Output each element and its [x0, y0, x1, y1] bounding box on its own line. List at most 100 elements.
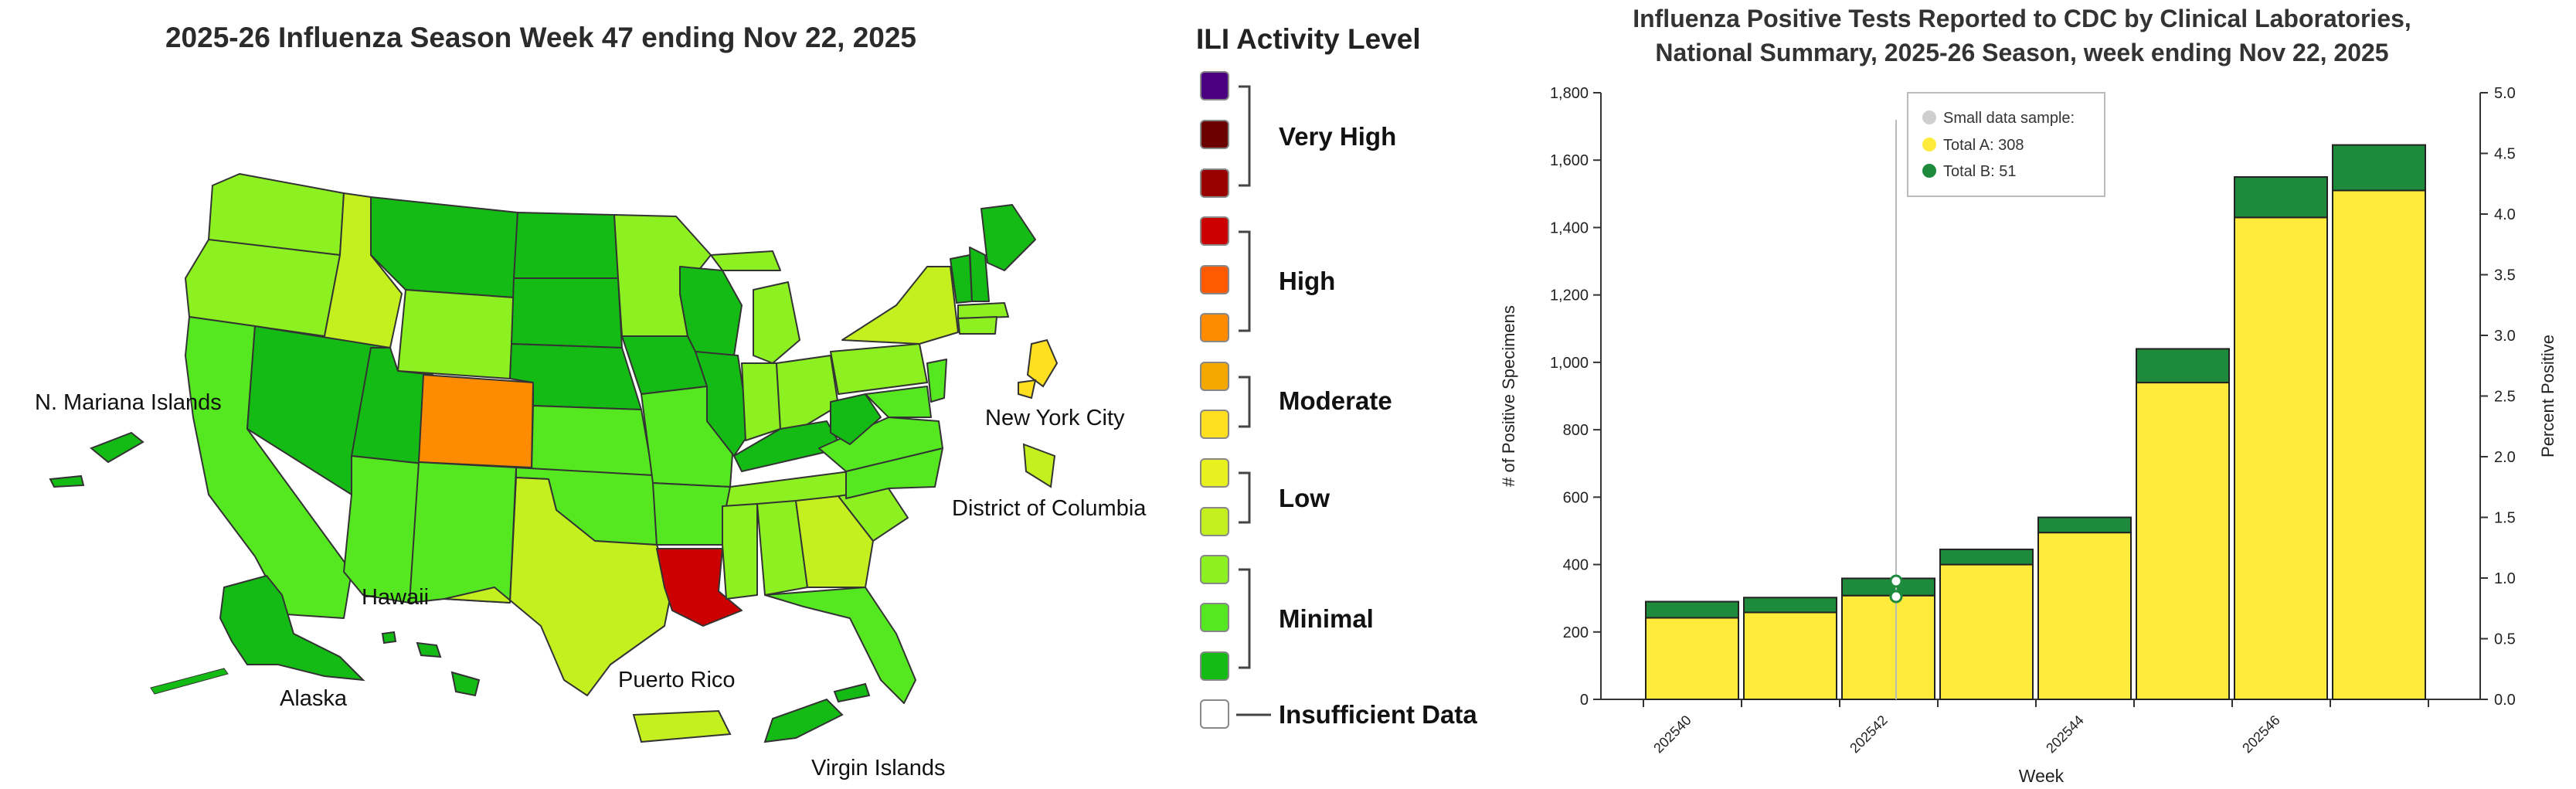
- bar-total-b: [2234, 176, 2328, 219]
- state-ms[interactable]: [722, 503, 758, 600]
- state-mi-up[interactable]: [710, 250, 781, 271]
- state-co[interactable]: [418, 374, 534, 468]
- y2-tick-label: 3.5: [2494, 267, 2516, 284]
- y2-tick-label: 4.0: [2494, 206, 2516, 223]
- state-nh[interactable]: [969, 247, 990, 302]
- state-la[interactable]: [656, 548, 743, 627]
- y-axis-label: # of Positive Specimens: [1499, 305, 1518, 487]
- legend-swatch-13: [1200, 699, 1229, 729]
- state-ma[interactable]: [957, 302, 1009, 319]
- legend-swatch-7: [1200, 410, 1229, 439]
- x-tick-label: 202542: [1847, 712, 1891, 757]
- state-oh[interactable]: [776, 355, 839, 430]
- region-hawaii-3[interactable]: [450, 671, 481, 697]
- y2-tick-label: 2.0: [2494, 449, 2516, 466]
- y2-tick-label: 1.5: [2494, 510, 2516, 527]
- region-puerto-rico[interactable]: [632, 709, 732, 743]
- state-pa[interactable]: [830, 343, 928, 395]
- label-virgin-islands: Virgin Islands: [811, 756, 946, 780]
- label-dc: District of Columbia: [952, 496, 1147, 521]
- label-mariana: N. Mariana Islands: [35, 390, 222, 415]
- chart-title-line1: Influenza Positive Tests Reported to CDC…: [1633, 5, 2411, 32]
- bar-total-a: [2234, 216, 2328, 701]
- region-hawaii-2[interactable]: [416, 641, 442, 658]
- bar-total-b: [1645, 600, 1739, 619]
- region-alaska-chain[interactable]: [150, 668, 229, 695]
- tooltip-line2: Total A: 308: [1943, 137, 2024, 154]
- state-ks[interactable]: [531, 405, 654, 476]
- region-nyc-south[interactable]: [1018, 379, 1037, 400]
- state-nj[interactable]: [926, 359, 947, 403]
- legend-label-low: Low: [1279, 484, 1330, 512]
- region-virgin-islands-2[interactable]: [833, 682, 871, 703]
- state-nm[interactable]: [409, 461, 517, 604]
- positive-tests-chart: 0 200 400 600 800 1,000 1,200 1,400 1,600 1,800 0.…: [1499, 85, 2557, 786]
- y-tick-label: 1,400: [1550, 219, 1589, 236]
- bar-total-a: [2332, 189, 2426, 700]
- state-in[interactable]: [741, 362, 781, 441]
- state-mi[interactable]: [753, 281, 800, 364]
- state-nd[interactable]: [513, 212, 619, 279]
- region-virgin-islands[interactable]: [763, 698, 844, 743]
- region-nyc[interactable]: [1026, 338, 1059, 388]
- state-tx[interactable]: [443, 477, 673, 696]
- state-me[interactable]: [980, 204, 1036, 271]
- legend-title: ILI Activity Level: [1196, 23, 1421, 55]
- bar-total-a: [1939, 563, 2034, 700]
- state-md[interactable]: [865, 386, 932, 418]
- label-alaska: Alaska: [280, 686, 348, 711]
- state-va[interactable]: [818, 417, 943, 472]
- y2-tick-label: 2.5: [2494, 389, 2516, 406]
- state-wy[interactable]: [397, 289, 515, 379]
- bar-total-a: [1841, 594, 1935, 701]
- legend-label-insufficient-data: Insufficient Data: [1279, 700, 1477, 729]
- region-mariana[interactable]: [90, 431, 144, 464]
- region-hawaii[interactable]: [381, 631, 397, 644]
- legend-label-moderate: Moderate: [1279, 386, 1392, 415]
- region-dc[interactable]: [1022, 443, 1056, 488]
- state-ga[interactable]: [795, 495, 874, 588]
- y-tick-label: 1,200: [1550, 287, 1589, 304]
- legend-label-very-high: Very High: [1279, 122, 1397, 151]
- region-alaska[interactable]: [219, 574, 365, 682]
- y-tick-label: 200: [1563, 624, 1589, 641]
- bar-total-b: [1743, 597, 1837, 614]
- bar-total-a: [1645, 617, 1739, 701]
- legend-swatch-0: [1200, 71, 1229, 100]
- y2-tick-label: 5.0: [2494, 85, 2516, 102]
- flu-lab-chart-panel: Influenza Positive Tests Reported to CDC…: [1468, 0, 2576, 789]
- y-tick-label: 1,000: [1550, 355, 1589, 372]
- state-fl[interactable]: [764, 587, 916, 704]
- legend-swatch-11: [1200, 603, 1229, 632]
- state-ar[interactable]: [652, 482, 731, 546]
- bar-total-a: [1743, 611, 1837, 701]
- y-tick-label: 1,600: [1550, 152, 1589, 169]
- legend-swatch-1: [1200, 120, 1229, 149]
- label-hawaii: Hawaii: [362, 585, 430, 610]
- legend-brackets: [1236, 85, 1271, 716]
- y2-axis-label: Percent Positive: [2538, 335, 2557, 457]
- legend-swatch-3: [1200, 216, 1229, 246]
- y-tick-label: 0: [1580, 692, 1589, 709]
- state-ny[interactable]: [841, 266, 959, 345]
- tooltip-dot-sample: [1922, 111, 1936, 124]
- legend-swatch-6: [1200, 362, 1229, 391]
- state-ct-ri[interactable]: [957, 316, 997, 335]
- bar-total-b: [1841, 577, 1935, 597]
- bar-total-b: [2136, 348, 2230, 384]
- tooltip-dot-a: [1922, 138, 1936, 151]
- y-tick-label: 800: [1563, 422, 1589, 439]
- region-mariana-2[interactable]: [49, 474, 85, 488]
- y-tick-label: 1,800: [1550, 85, 1589, 102]
- x-axis-label: Week: [2019, 766, 2065, 786]
- hover-dot-b: [1889, 574, 1903, 588]
- legend-swatch-2: [1200, 168, 1229, 198]
- hover-dot-a: [1889, 590, 1903, 604]
- y2-tick-label: 0.0: [2494, 692, 2516, 709]
- legend-swatch-10: [1200, 555, 1229, 584]
- tooltip-line1: Small data sample:: [1943, 110, 2075, 127]
- y-tick-label: 600: [1563, 489, 1589, 506]
- state-wv[interactable]: [830, 393, 882, 445]
- tooltip-box: [1907, 92, 2105, 197]
- state-sd[interactable]: [511, 277, 623, 349]
